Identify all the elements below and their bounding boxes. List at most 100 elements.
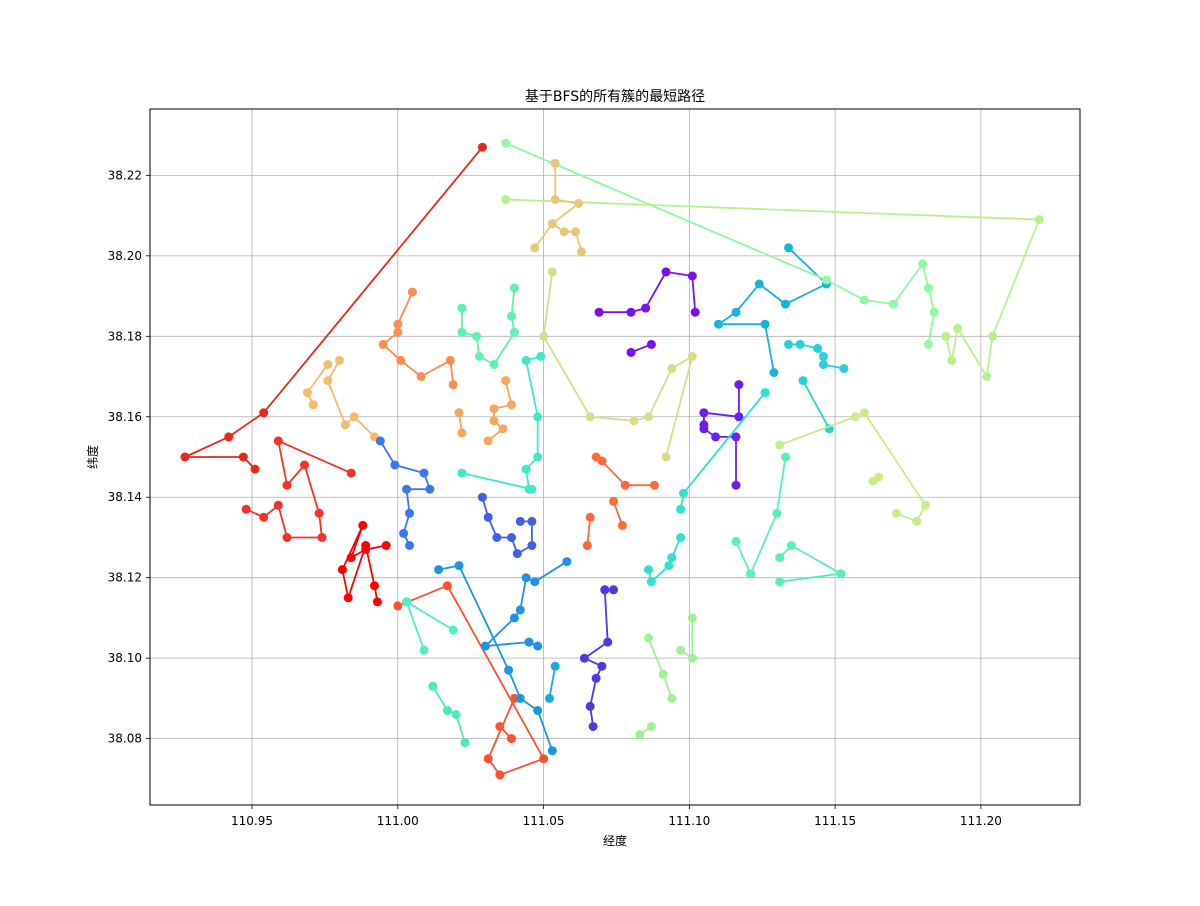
cluster-point <box>259 408 269 418</box>
cluster-point <box>530 577 540 587</box>
cluster-point <box>644 412 653 422</box>
y-tick-label: 38.10 <box>108 651 142 665</box>
cluster-point <box>405 541 414 550</box>
cluster-point <box>419 645 429 655</box>
cluster-point <box>912 516 922 526</box>
cluster-point <box>524 637 534 647</box>
cluster-path <box>582 512 595 550</box>
cluster-path <box>544 661 560 703</box>
cluster-point <box>579 653 589 663</box>
cluster-point <box>180 452 190 462</box>
cluster-point <box>687 613 697 623</box>
cluster-point <box>687 351 697 361</box>
cluster-point <box>509 327 519 337</box>
cluster-point <box>489 404 499 414</box>
cluster-point <box>1034 215 1044 225</box>
cluster-point <box>851 412 860 422</box>
cluster-path <box>775 541 846 587</box>
y-tick-label: 38.18 <box>108 329 142 343</box>
cluster-point <box>480 641 490 651</box>
cluster-point <box>574 199 584 208</box>
cluster-point <box>527 484 537 494</box>
cluster-point <box>600 585 610 595</box>
cluster-path <box>483 376 516 446</box>
cluster-point <box>425 484 435 494</box>
cluster-point <box>515 605 525 615</box>
cluster-point <box>813 343 823 353</box>
cluster-path <box>393 581 549 780</box>
cluster-point <box>358 520 368 530</box>
cluster-point <box>577 247 586 257</box>
cluster-path <box>241 436 356 542</box>
cluster-point <box>509 283 519 293</box>
cluster-point <box>489 416 499 426</box>
cluster-point <box>474 351 484 361</box>
cluster-path <box>591 452 659 490</box>
cluster-path-line <box>406 601 454 631</box>
cluster-point <box>859 295 869 305</box>
x-axis-ticks: 110.95 111.00 111.05 111.10 111.15 111.20 <box>231 805 1002 828</box>
cluster-point <box>798 376 808 386</box>
y-tick-label: 38.12 <box>108 571 142 585</box>
cluster-point <box>501 195 511 204</box>
cluster-point <box>498 424 508 434</box>
cluster-point <box>760 319 770 329</box>
cluster-path <box>868 472 884 486</box>
cluster-path <box>714 243 831 377</box>
cluster-point <box>416 372 426 381</box>
cluster-point <box>594 307 604 317</box>
cluster-path <box>539 267 697 462</box>
cluster-point <box>381 541 391 550</box>
cluster-point <box>646 339 656 349</box>
x-tick-label: 111.00 <box>377 814 419 828</box>
cluster-point <box>888 299 898 309</box>
cluster-point <box>918 259 928 269</box>
cluster-path <box>579 585 613 731</box>
cluster-path-line <box>717 247 828 373</box>
cluster-point <box>224 432 234 442</box>
cluster-point <box>533 641 543 651</box>
cluster-point <box>442 706 452 715</box>
cluster-path-line <box>735 456 787 575</box>
chart-title: 基于BFS的所有簇的最短路径 <box>525 88 705 105</box>
cluster-point <box>699 408 709 418</box>
x-tick-label: 111.20 <box>960 814 1002 828</box>
cluster-point <box>664 561 674 571</box>
cluster-point <box>346 553 356 563</box>
cluster-point <box>947 355 957 365</box>
cluster-point <box>250 464 260 474</box>
cluster-point <box>343 593 353 603</box>
x-tick-label: 110.95 <box>231 814 273 828</box>
cluster-point <box>457 468 467 478</box>
cluster-point <box>839 364 849 373</box>
cluster-point <box>731 432 741 442</box>
cluster-point <box>859 408 869 418</box>
cluster-path <box>699 380 744 490</box>
cluster-point <box>550 661 560 671</box>
cluster-point <box>988 331 997 341</box>
y-axis-label: 纬度 <box>85 445 100 469</box>
cluster-point <box>530 243 540 253</box>
cluster-point <box>477 142 487 152</box>
cluster-path <box>644 633 677 703</box>
cluster-point <box>620 480 630 490</box>
cluster-path <box>784 339 849 373</box>
cluster-point <box>501 138 511 148</box>
cluster-point <box>533 452 543 462</box>
cluster-point <box>646 722 656 731</box>
cluster-point <box>259 512 269 522</box>
cluster-point <box>448 380 458 390</box>
cluster-point <box>521 464 531 474</box>
cluster-point <box>775 553 785 563</box>
cluster-point <box>445 355 455 365</box>
cluster-point <box>335 355 344 365</box>
cluster-point <box>891 508 901 518</box>
cluster-point <box>434 565 444 575</box>
cluster-point <box>337 565 347 575</box>
cluster-point <box>457 428 467 438</box>
cluster-point <box>396 355 406 365</box>
cluster-point <box>687 653 697 663</box>
cluster-point <box>754 279 764 289</box>
cluster-point <box>483 754 493 764</box>
cluster-path <box>402 597 429 655</box>
